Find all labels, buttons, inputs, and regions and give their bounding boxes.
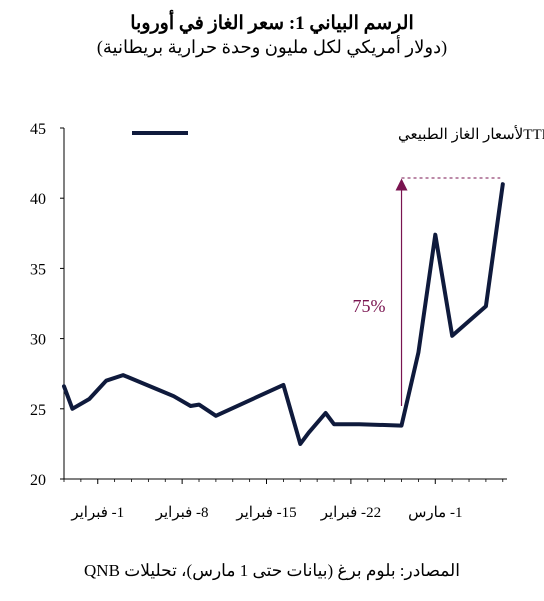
- x-tick-label: 15- فبراير: [235, 505, 296, 521]
- x-tick-label: 1- فبراير: [70, 505, 124, 521]
- x-tick-label: 1- مارس: [408, 505, 462, 521]
- annotation-label: 75%: [353, 296, 386, 316]
- x-tick-label: 22- فبراير: [320, 505, 381, 521]
- series-line: [62, 182, 505, 446]
- x-tick-label: 8- فبراير: [155, 505, 209, 521]
- y-tick-label: 40: [30, 191, 46, 208]
- legend-label: مؤشر TTFلأسعار الغاز الطبيعي: [398, 125, 544, 143]
- y-tick-label: 30: [30, 332, 46, 349]
- chart-title: الرسم البياني 1: سعر الغاز في أوروبا: [130, 13, 414, 34]
- annotation-arrow-head: [395, 178, 408, 191]
- chart-subtitle: (دولار أمريكي لكل مليون وحدة حرارية بريط…: [96, 37, 448, 57]
- y-tick-label: 25: [30, 402, 46, 419]
- y-tick-label: 20: [30, 472, 46, 489]
- y-tick-label: 45: [30, 121, 46, 138]
- y-tick-label: 35: [30, 261, 46, 278]
- chart-source: المصادر: بلوم برغ (بيانات حتى 1 مارس)، ت…: [84, 561, 460, 580]
